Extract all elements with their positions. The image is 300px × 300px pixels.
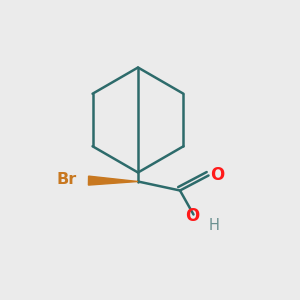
Text: H: H <box>209 218 220 233</box>
Polygon shape <box>88 176 138 185</box>
Text: O: O <box>210 166 224 184</box>
Text: Br: Br <box>57 172 77 188</box>
Text: O: O <box>185 207 199 225</box>
